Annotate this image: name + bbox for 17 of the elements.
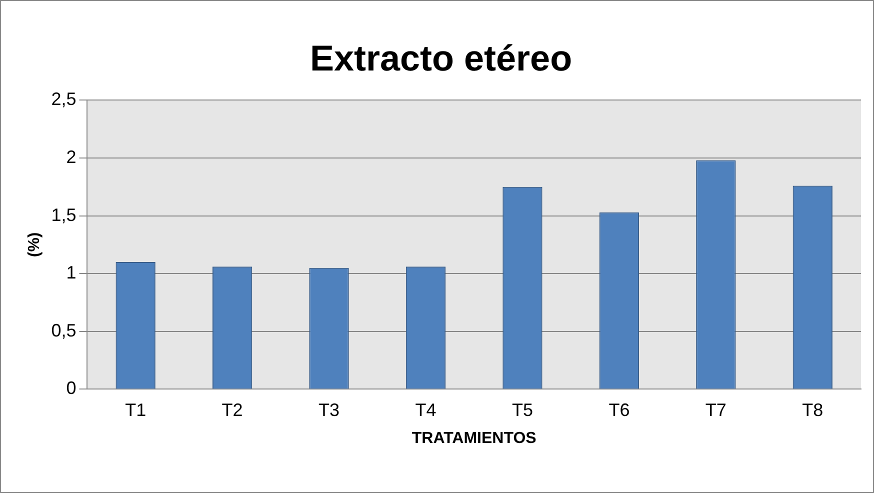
x-tick-label: T4	[415, 400, 436, 420]
y-tick-label: 2	[66, 146, 76, 167]
y-axis-title: (%)	[26, 232, 44, 258]
y-tick-label: 2,5	[51, 89, 76, 110]
x-tick-label: T1	[125, 400, 146, 420]
x-axis-title: TRATAMIENTOS	[412, 430, 537, 447]
x-tick-label: T2	[222, 400, 243, 420]
y-tick-label: 0	[66, 378, 76, 398]
y-tick-label: 0,5	[51, 320, 76, 340]
x-tick-label: T6	[608, 400, 630, 420]
x-tick-label: T7	[705, 400, 726, 420]
chart-title: Extracto etéreo	[310, 38, 572, 79]
x-tick-label: T8	[802, 400, 824, 420]
x-tick-label: T3	[318, 400, 340, 420]
y-tick-label: 1	[66, 262, 76, 283]
x-tick-label: T5	[512, 400, 533, 420]
y-tick-label: 1,5	[51, 204, 76, 225]
